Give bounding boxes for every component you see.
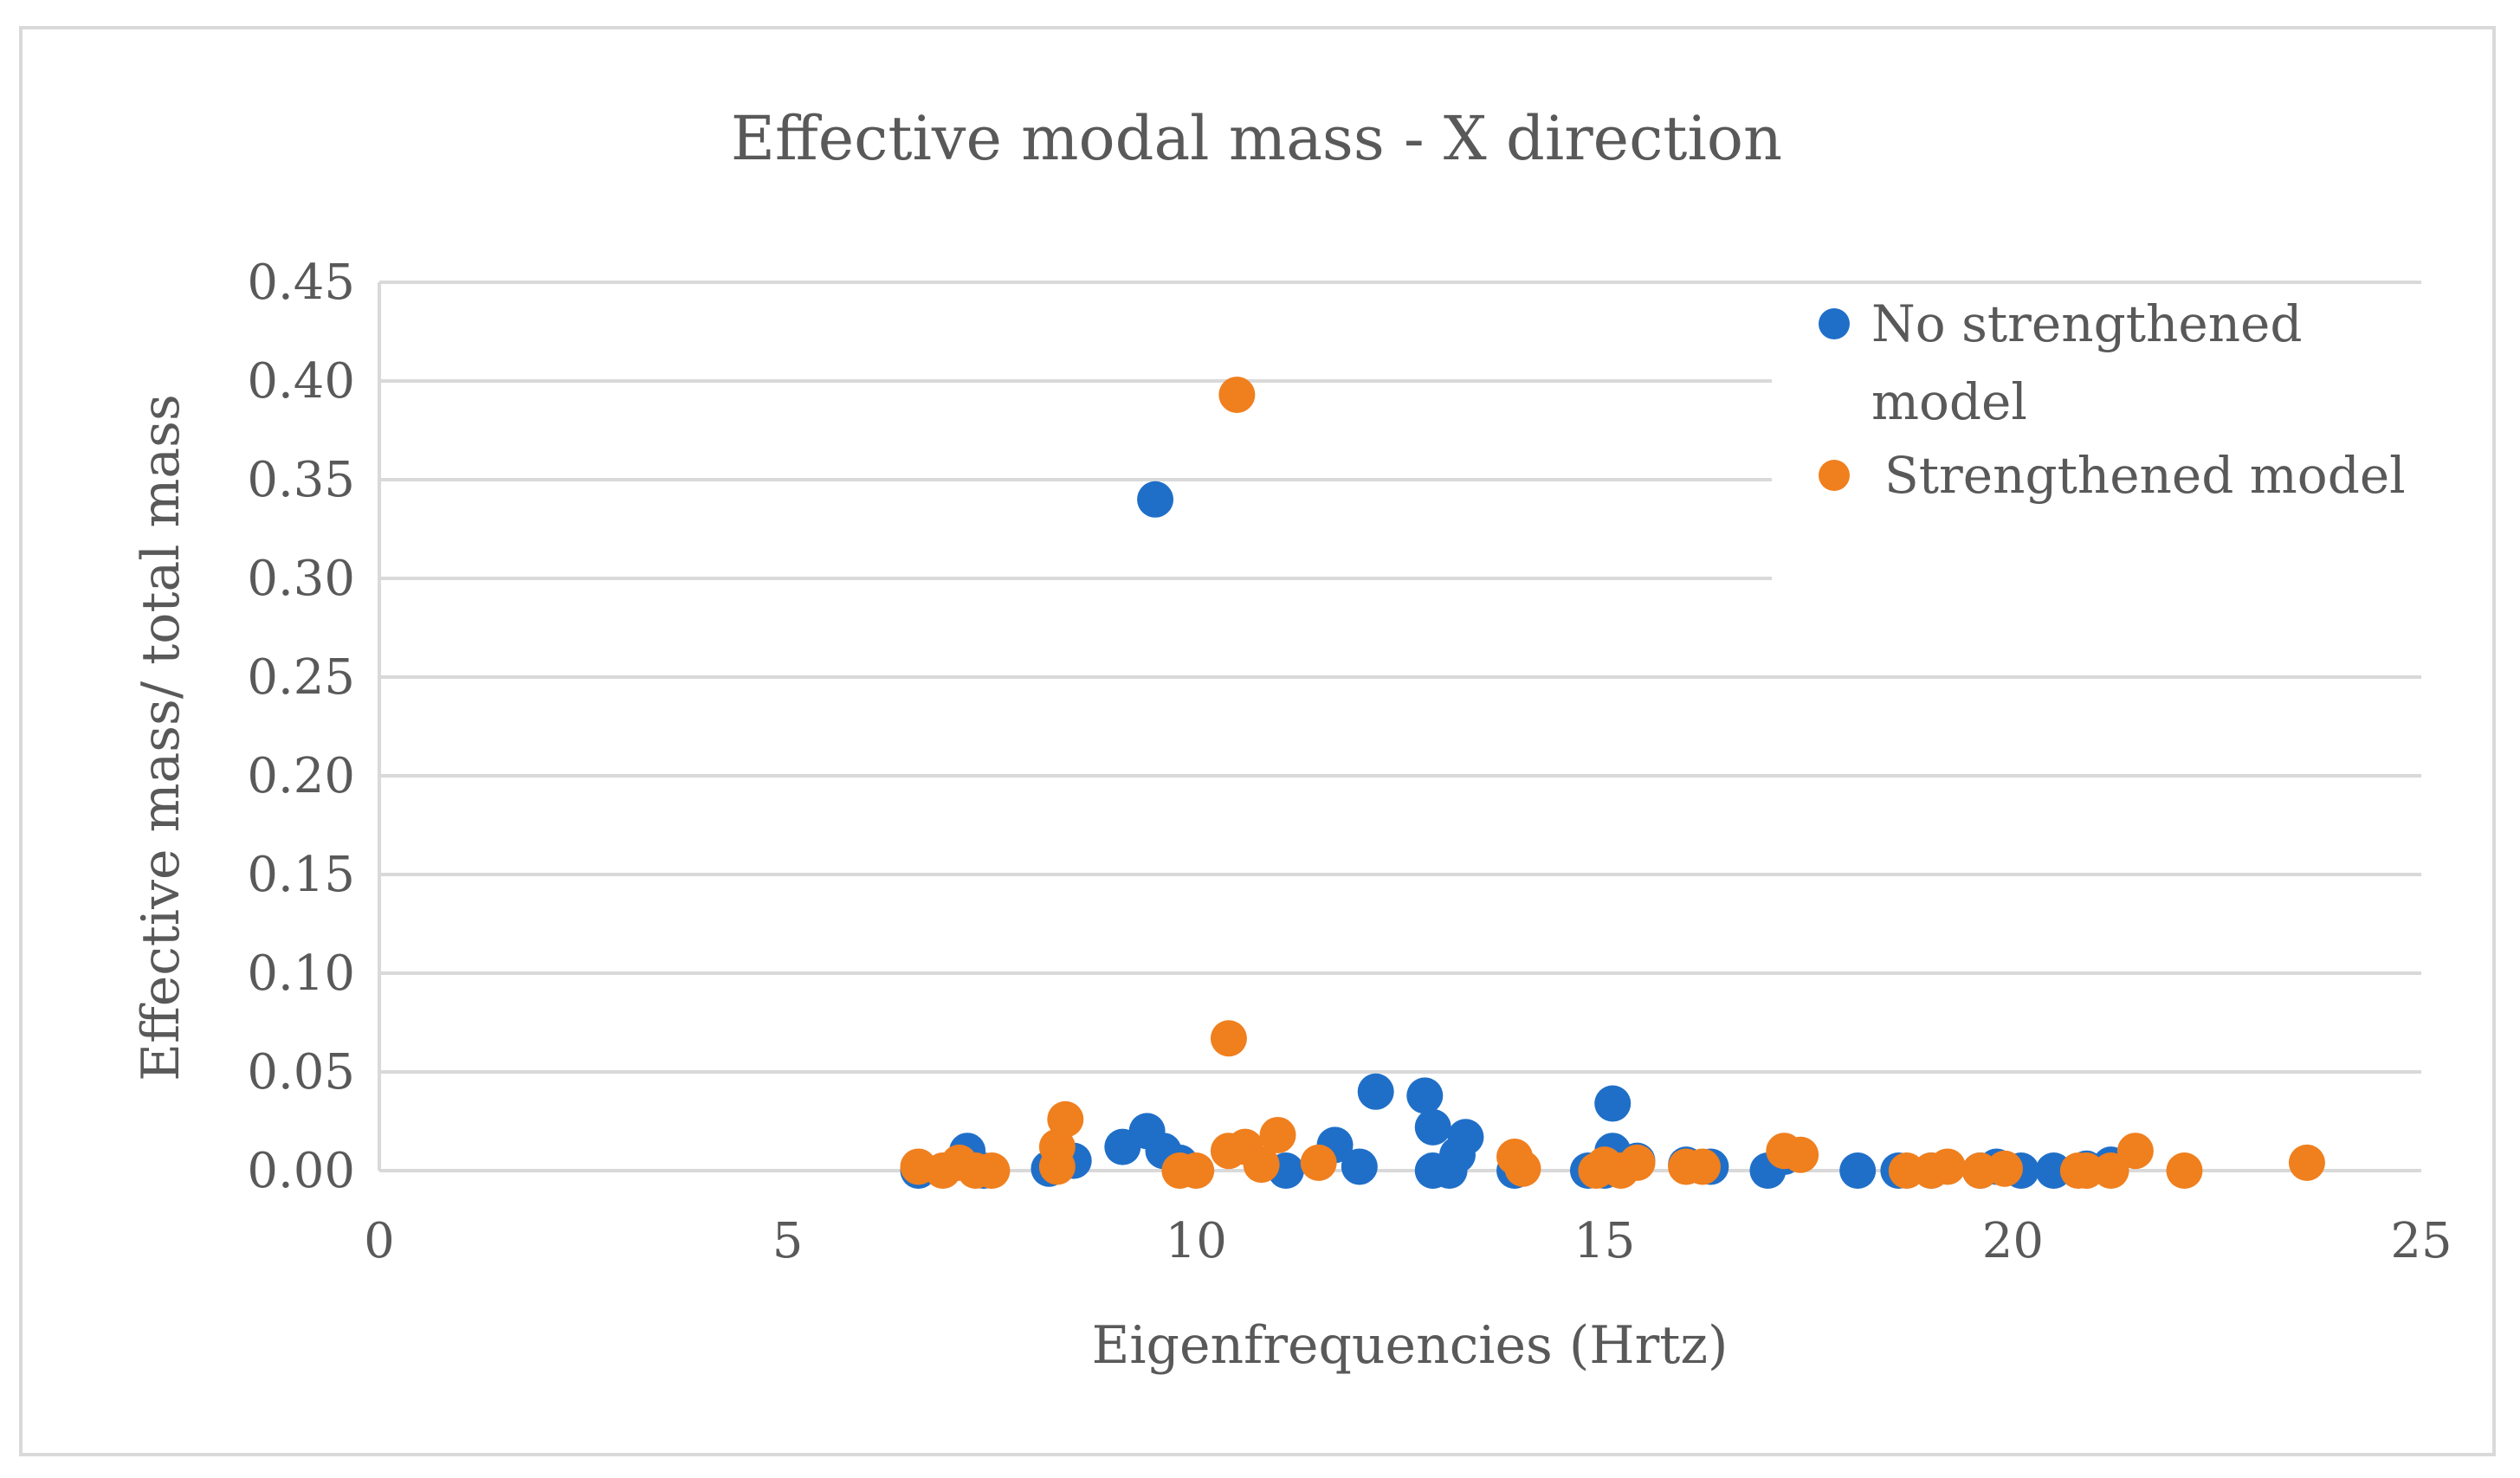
x-tick-label: 0 <box>364 1213 395 1269</box>
point-no-strengthened <box>1357 1073 1394 1110</box>
point-strengthened <box>1986 1150 2023 1187</box>
point-strengthened <box>1683 1148 1721 1185</box>
gridlines <box>379 281 2421 1074</box>
y-tick-label: 0.45 <box>247 255 355 311</box>
tick-labels: 0.00 0.05 0.10 0.15 0.20 0.25 0.30 0.35 0.40 0.45… <box>247 255 2452 1269</box>
scatter-chart: Effective modal mass - X direction 0.000… <box>131 103 2452 1376</box>
point-no-strengthened <box>1137 481 1174 518</box>
legend-label: model <box>1871 372 2027 431</box>
point-strengthened <box>1047 1100 1084 1138</box>
x-axis-title: Eigenfrequencies (Hrtz) <box>1092 1315 1728 1376</box>
point-strengthened <box>1619 1144 1656 1181</box>
y-tick-label: 0.10 <box>247 946 355 1002</box>
point-strengthened <box>2116 1133 2154 1170</box>
point-strengthened <box>1243 1146 1280 1184</box>
legend-marker <box>1819 460 1850 491</box>
x-tick-label: 15 <box>1573 1213 1635 1269</box>
x-tick-label: 25 <box>2390 1213 2452 1269</box>
point-strengthened <box>1782 1136 1819 1173</box>
legend-label: Strengthened model <box>1884 446 2406 505</box>
point-no-strengthened <box>1414 1108 1451 1146</box>
point-strengthened <box>1300 1144 1337 1181</box>
point-strengthened <box>1038 1128 1076 1165</box>
point-strengthened <box>1259 1116 1296 1153</box>
legend-box <box>1772 289 2430 601</box>
y-tick-label: 0.20 <box>247 748 355 804</box>
chart-title: Effective modal mass - X direction <box>731 103 1782 174</box>
point-no-strengthened <box>1839 1152 1877 1189</box>
chart-frame: Effective modal mass - X direction 0.00 0… <box>19 26 2496 1456</box>
y-tick-label: 0.30 <box>247 551 355 607</box>
legend[interactable]: No strengthened model Strengthened model <box>1819 294 2406 505</box>
point-no-strengthened <box>1447 1119 1484 1156</box>
point-no-strengthened <box>1594 1085 1632 1122</box>
legend-label: No strengthened <box>1871 294 2303 353</box>
point-strengthened <box>1504 1150 1541 1187</box>
legend-entry-strengthened[interactable]: Strengthened model <box>1819 446 2406 505</box>
y-tick-label: 0.00 <box>247 1143 355 1199</box>
y-tick-label: 0.15 <box>247 847 355 903</box>
point-strengthened <box>1178 1152 1215 1189</box>
y-tick-label: 0.05 <box>247 1044 355 1100</box>
legend-background <box>1772 289 2430 601</box>
point-strengthened <box>1210 1020 1247 1057</box>
point-strengthened <box>1929 1148 1966 1185</box>
point-strengthened <box>2092 1152 2129 1189</box>
x-tick-label: 20 <box>1982 1213 2044 1269</box>
point-no-strengthened <box>1341 1148 1378 1185</box>
data-points <box>900 376 2325 1189</box>
x-tick-label: 5 <box>772 1213 804 1269</box>
legend-entry-no-strengthened[interactable]: No strengthened model <box>1819 294 2303 431</box>
y-tick-label: 0.25 <box>247 649 355 706</box>
point-strengthened <box>973 1152 1011 1189</box>
legend-marker <box>1819 308 1850 339</box>
point-no-strengthened <box>1406 1077 1444 1114</box>
x-tick-label: 10 <box>1166 1213 1227 1269</box>
y-tick-label: 0.40 <box>247 353 355 410</box>
y-axis-title: Effective mass/ total mass <box>131 394 191 1081</box>
y-tick-label: 0.35 <box>247 452 355 508</box>
point-strengthened <box>1218 376 1256 413</box>
point-strengthened <box>2288 1144 2325 1181</box>
point-strengthened <box>2166 1152 2203 1189</box>
